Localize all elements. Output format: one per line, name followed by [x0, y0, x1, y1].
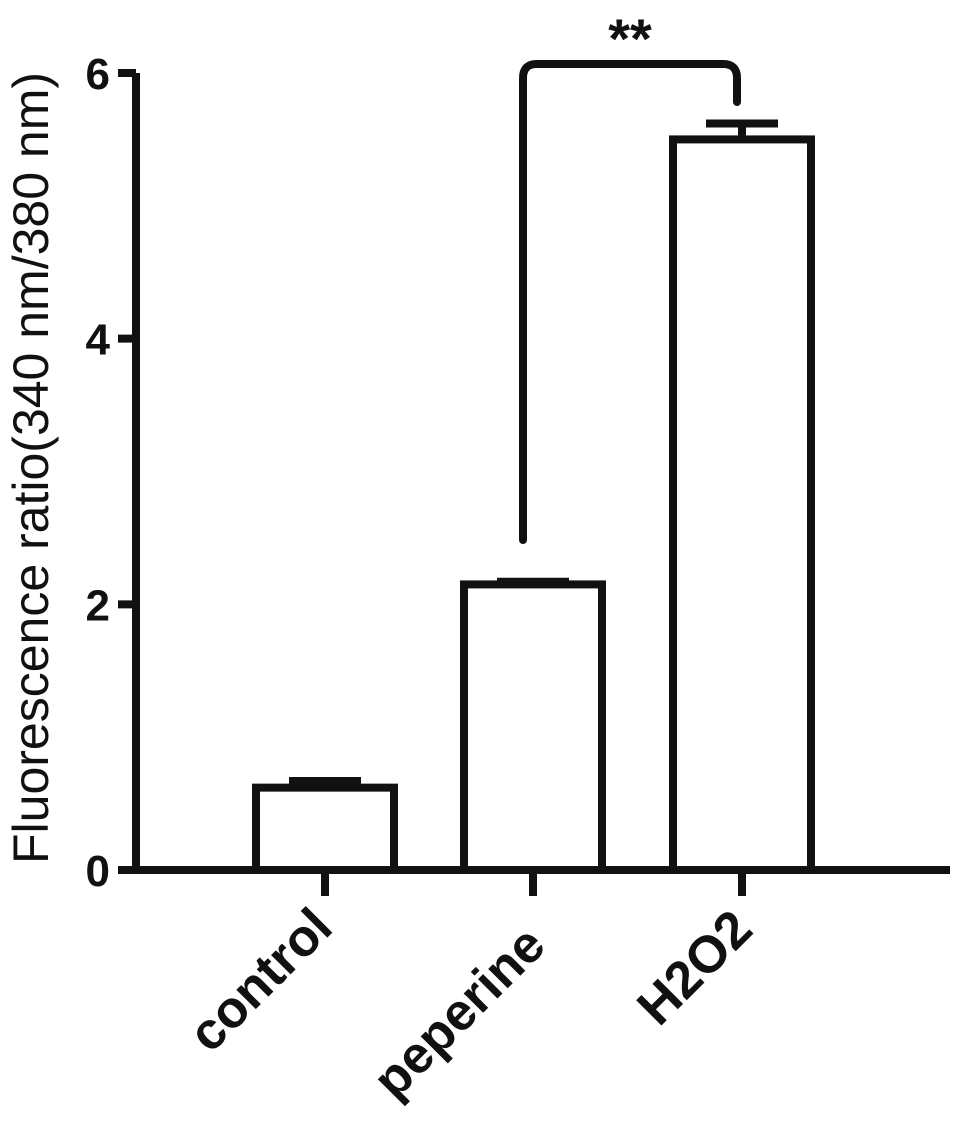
significance-label: **: [608, 7, 652, 70]
category-labels: control peperine H2O2: [178, 897, 764, 1109]
y-axis-ticks: 0 2 4 6: [86, 50, 136, 896]
category-label-0: control: [178, 897, 344, 1063]
y-axis-label: Fluorescence ratio(340 nm/380 nm): [3, 72, 59, 864]
y-tick-label-0: 0: [86, 847, 110, 896]
significance-annotation: **: [519, 7, 741, 544]
bar-h2o2: [669, 135, 815, 874]
bar-peperine: [460, 580, 606, 874]
bars: [252, 119, 815, 896]
significance-bracket: [519, 60, 741, 544]
category-label-2: H2O2: [626, 899, 763, 1036]
y-tick-label-2: 4: [86, 316, 111, 365]
bar-control: [252, 783, 398, 874]
y-tick-label-3: 6: [86, 50, 110, 99]
y-tick-label-1: 2: [86, 581, 110, 630]
category-label-1: peperine: [362, 915, 556, 1109]
